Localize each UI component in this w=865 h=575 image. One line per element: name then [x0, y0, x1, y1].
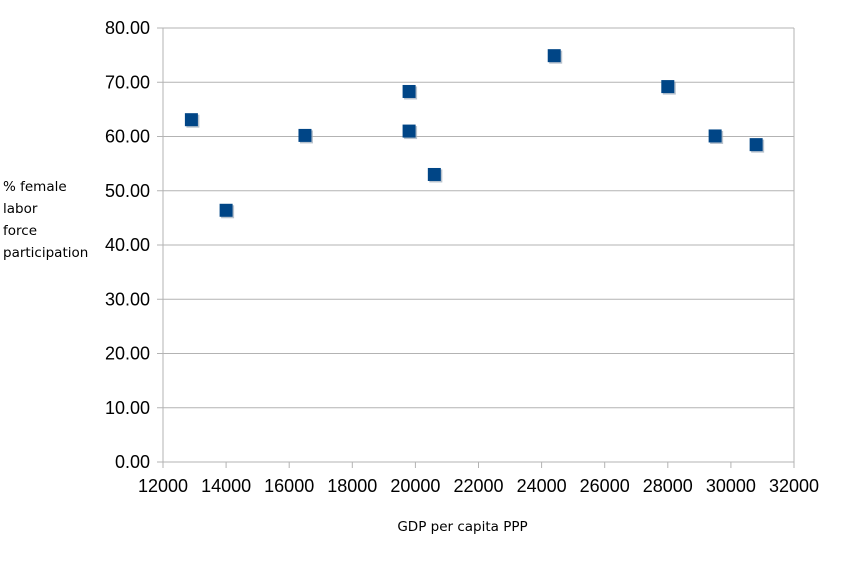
data-point	[184, 113, 198, 127]
y-tick-label: 20.00	[105, 344, 150, 364]
y-tick-label: 40.00	[105, 235, 150, 255]
y-tick-label: 60.00	[105, 127, 150, 147]
x-tick-label: 30000	[706, 476, 756, 496]
x-tick-label: 24000	[517, 476, 567, 496]
y-tick-label: 0.00	[115, 452, 150, 472]
x-tick-label: 12000	[138, 476, 188, 496]
y-tick-label: 80.00	[105, 18, 150, 38]
data-point	[427, 167, 441, 181]
x-axis-label: GDP per capita PPP	[397, 519, 528, 535]
x-tick-label: 16000	[264, 476, 314, 496]
x-tick-label: 20000	[390, 476, 440, 496]
data-point	[708, 129, 722, 143]
data-point	[298, 128, 312, 142]
x-tick-label: 18000	[327, 476, 377, 496]
x-tick-label: 28000	[643, 476, 693, 496]
x-tick-label: 26000	[580, 476, 630, 496]
y-axis-label: % female labor force participation	[3, 176, 103, 264]
y-tick-label: 10.00	[105, 398, 150, 418]
data-point	[749, 138, 763, 152]
y-axis-label-line: % female	[3, 179, 67, 195]
y-tick-label: 50.00	[105, 181, 150, 201]
x-tick-label: 22000	[453, 476, 503, 496]
y-tick-label: 30.00	[105, 289, 150, 309]
data-point	[402, 124, 416, 138]
y-axis-label-line: participation	[3, 245, 89, 261]
x-tick-label: 14000	[201, 476, 251, 496]
data-point	[547, 49, 561, 63]
y-axis-label-line: labor	[3, 201, 38, 217]
x-tick-label: 32000	[769, 476, 819, 496]
y-tick-label: 70.00	[105, 72, 150, 92]
data-point	[402, 84, 416, 98]
y-axis-label-line: force	[3, 223, 37, 239]
data-point	[661, 80, 675, 94]
data-point	[219, 203, 233, 217]
